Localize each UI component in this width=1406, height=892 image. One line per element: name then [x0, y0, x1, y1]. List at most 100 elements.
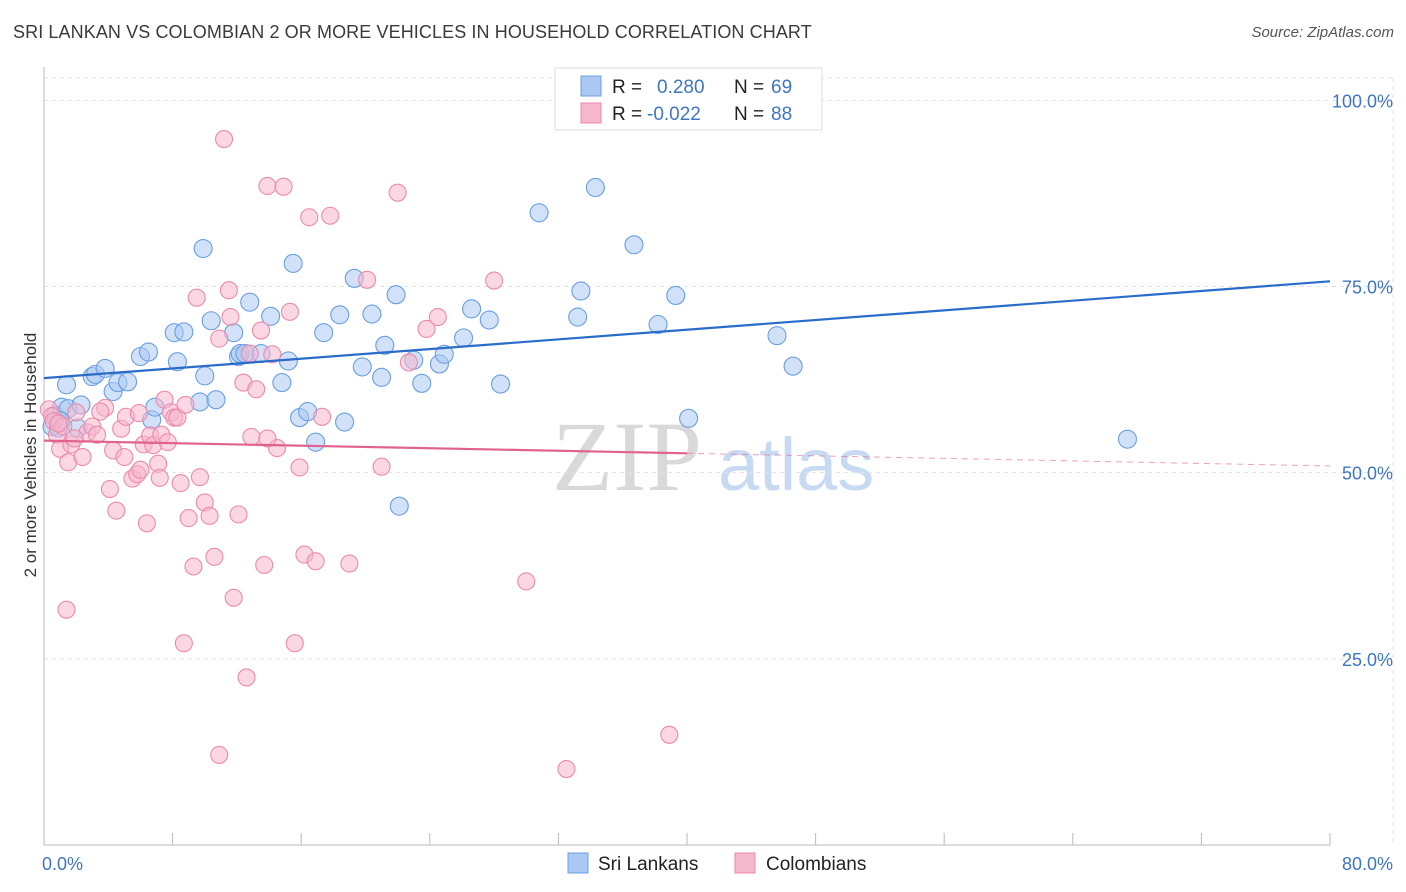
sri-lankan-point: [767, 326, 787, 346]
colombian-point: [184, 557, 203, 576]
sri-lankan-point: [118, 372, 138, 392]
legend-r-label-2: R =: [612, 104, 642, 125]
colombian-point: [214, 130, 234, 149]
colombian-point: [240, 344, 259, 363]
colombian-point: [129, 404, 148, 423]
sri-lankan-point: [679, 408, 699, 428]
colombian-point: [313, 407, 332, 426]
sri-lankan-point: [272, 373, 292, 393]
colombian-trend-extension: [686, 452, 1331, 467]
colombian-point: [91, 402, 110, 421]
sri-lankan-point: [352, 357, 372, 377]
sri-lankan-point: [389, 496, 409, 516]
sri-lankan-point: [335, 412, 355, 432]
colombian-point: [388, 183, 407, 202]
colombian-point: [174, 634, 193, 653]
sri-lankan-point: [454, 328, 474, 348]
colombian-point: [300, 208, 319, 227]
sri-lankan-point: [490, 374, 511, 394]
sri-lankan-point: [375, 335, 395, 355]
sri-lankan-point: [138, 342, 159, 362]
sri-lankan-point: [206, 390, 226, 410]
colombian-point: [340, 554, 359, 573]
colombian-point: [290, 458, 309, 477]
colombian-point: [258, 176, 277, 196]
colombian-point: [210, 329, 229, 348]
colombian-point: [485, 271, 504, 290]
sri-lankan-point: [283, 253, 303, 273]
colombian-point: [49, 414, 68, 433]
colombian-point: [258, 429, 277, 448]
bottom-legend-swatch-colombians: [734, 852, 756, 874]
colombian-point: [306, 552, 325, 571]
colombian-point: [131, 460, 150, 479]
colombian-point: [67, 403, 86, 422]
y-axis-label: 2 or more Vehicles in Household: [21, 333, 40, 578]
legend-n-value-2: 88: [771, 104, 792, 125]
sri-lankan-point: [571, 281, 591, 301]
colombian-point: [280, 302, 299, 321]
sri-lankan-point: [193, 238, 213, 259]
y-tick-label: 50.0%: [1342, 464, 1393, 484]
trend-lines: [43, 280, 1331, 467]
colombian-point: [210, 745, 229, 764]
y-tick-label: 25.0%: [1342, 650, 1393, 670]
colombian-point: [65, 429, 84, 448]
series-legend: Sri Lankans Colombians: [567, 852, 866, 875]
sri-lankan-point: [568, 307, 588, 327]
colombian-point: [187, 288, 206, 307]
y-tick-label: 100.0%: [1332, 91, 1393, 111]
colombian-point: [57, 600, 76, 619]
colombian-point: [137, 514, 156, 533]
colombian-point: [251, 321, 271, 340]
colombian-point: [179, 509, 198, 528]
colombian-point: [224, 588, 243, 607]
sri-lankan-point: [624, 235, 644, 255]
sri-lankan-point: [479, 310, 499, 330]
colombian-point: [87, 425, 107, 444]
legend-swatch-sri-lankans: [580, 75, 602, 97]
bottom-legend-colombians: Colombians: [766, 854, 866, 875]
sri-lankan-point: [56, 375, 77, 395]
sri-lankan-point: [195, 366, 215, 386]
colombian-point: [263, 345, 282, 364]
y-tick-label: 75.0%: [1342, 278, 1393, 298]
sri-lankan-point: [412, 373, 432, 393]
sri-lankan-trend-line: [43, 280, 1331, 380]
colombian-point: [517, 572, 536, 591]
source-credit: Source: ZipAtlas.com: [1251, 24, 1394, 41]
sri-lankan-point: [529, 203, 549, 223]
legend-r-value-1: 0.280: [657, 77, 705, 98]
sri-lankan-point: [386, 285, 406, 305]
sri-lankan-point: [648, 314, 668, 335]
sri-lankan-point: [201, 311, 221, 331]
watermark-zip: ZIP: [552, 401, 702, 512]
colombian-point: [660, 725, 679, 744]
colombian-point: [150, 468, 169, 487]
colombian-point: [399, 353, 418, 372]
colombian-point: [247, 380, 266, 399]
bottom-legend-swatch-sri-lankans: [567, 852, 589, 874]
colombian-point: [73, 447, 92, 467]
tick-labels: 100.0% 75.0% 50.0% 25.0% 0.0% 80.0%: [42, 91, 1393, 874]
legend-r-value-2: -0.022: [647, 104, 701, 125]
colombian-point: [190, 468, 209, 487]
colombian-point: [171, 474, 190, 493]
sri-lankan-point: [1117, 429, 1138, 449]
x-tick-label-max: 80.0%: [1342, 854, 1393, 874]
legend-n-value-1: 69: [771, 77, 792, 98]
colombian-point: [200, 506, 219, 525]
legend-n-label-1: N =: [734, 77, 764, 98]
sri-lankan-point: [167, 352, 187, 372]
colombian-point: [358, 270, 377, 289]
sri-lankan-point: [174, 322, 194, 342]
colombian-point: [428, 307, 447, 327]
colombian-point: [237, 668, 256, 687]
colombian-point: [255, 555, 274, 575]
colombian-point: [417, 319, 436, 339]
chart-title: SRI LANKAN VS COLOMBIAN 2 OR MORE VEHICL…: [13, 22, 812, 42]
colombian-point: [107, 501, 126, 520]
colombian-point: [221, 307, 240, 327]
sri-lankan-point: [666, 285, 686, 305]
